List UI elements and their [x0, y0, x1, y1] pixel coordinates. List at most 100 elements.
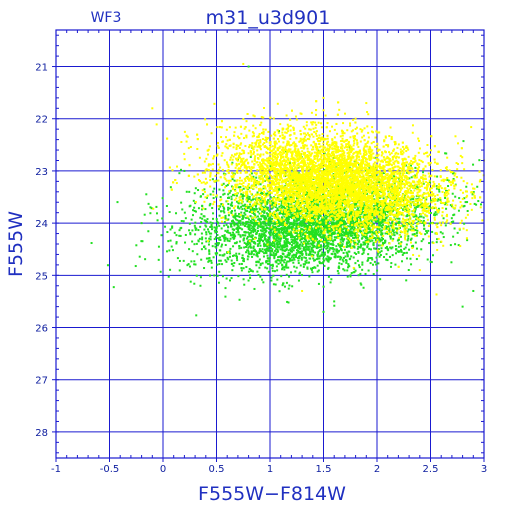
- data-point: [399, 245, 402, 248]
- data-point: [278, 212, 281, 215]
- data-point: [278, 237, 281, 240]
- data-point: [307, 224, 310, 227]
- data-point: [336, 269, 339, 272]
- data-point: [425, 207, 428, 210]
- data-point: [396, 232, 399, 235]
- data-point: [352, 245, 355, 248]
- data-point: [256, 215, 259, 218]
- data-point: [229, 237, 232, 240]
- data-point: [250, 239, 253, 242]
- data-point: [323, 234, 326, 237]
- data-point: [388, 255, 391, 258]
- data-point: [254, 236, 257, 239]
- data-point: [258, 266, 261, 269]
- data-point: [262, 222, 265, 225]
- data-point: [234, 218, 237, 221]
- data-point: [249, 245, 252, 248]
- data-point: [296, 232, 299, 235]
- data-point: [294, 244, 297, 247]
- data-point: [239, 227, 242, 230]
- data-point: [250, 222, 253, 225]
- data-point: [280, 222, 283, 225]
- data-point: [263, 238, 266, 241]
- data-point: [306, 242, 309, 245]
- data-point: [423, 224, 426, 227]
- data-point: [273, 242, 276, 245]
- data-point: [189, 233, 192, 236]
- data-point: [332, 156, 335, 159]
- data-point: [361, 236, 364, 239]
- data-point: [321, 251, 324, 254]
- data-point: [271, 263, 274, 266]
- data-point: [226, 183, 229, 186]
- data-point: [424, 233, 427, 236]
- data-point: [288, 259, 291, 262]
- data-point: [415, 225, 418, 228]
- data-point: [190, 260, 193, 263]
- data-point: [246, 237, 249, 240]
- data-point: [262, 225, 265, 228]
- data-point: [273, 222, 276, 225]
- data-point: [322, 221, 325, 224]
- data-point: [197, 240, 200, 243]
- data-point: [286, 228, 289, 231]
- data-point: [193, 206, 196, 209]
- data-point: [272, 254, 275, 257]
- data-point: [441, 232, 444, 235]
- data-point: [287, 203, 290, 206]
- data-point: [392, 195, 395, 198]
- data-point: [288, 284, 291, 287]
- data-point: [267, 217, 270, 220]
- data-point: [281, 264, 284, 267]
- data-point: [258, 233, 261, 236]
- data-point: [369, 257, 372, 260]
- data-point: [299, 243, 302, 246]
- data-point: [240, 205, 243, 208]
- data-point: [350, 232, 353, 235]
- data-point: [256, 227, 259, 230]
- data-point: [347, 232, 350, 235]
- data-point: [416, 186, 419, 189]
- data-point: [389, 235, 392, 238]
- data-point: [211, 222, 214, 225]
- data-point: [298, 235, 301, 238]
- data-point: [380, 225, 383, 228]
- data-point: [308, 236, 311, 239]
- data-point: [342, 221, 345, 224]
- data-point: [377, 238, 380, 241]
- data-point: [262, 234, 265, 237]
- data-point: [283, 215, 286, 218]
- data-point: [429, 212, 432, 215]
- data-point: [222, 254, 225, 257]
- data-point: [283, 227, 286, 230]
- data-point: [330, 278, 333, 281]
- data-point: [203, 188, 206, 191]
- data-point: [299, 271, 302, 274]
- data-point: [283, 241, 286, 244]
- data-point: [309, 230, 312, 233]
- data-point: [283, 266, 286, 269]
- data-point: [188, 248, 191, 251]
- data-point: [178, 269, 181, 272]
- data-point: [258, 217, 261, 220]
- data-point: [306, 191, 309, 194]
- data-point: [277, 209, 280, 212]
- data-point: [218, 188, 221, 191]
- data-point: [253, 248, 256, 251]
- data-point: [208, 232, 211, 235]
- data-point: [303, 248, 306, 251]
- data-point: [275, 209, 278, 212]
- data-point: [316, 253, 319, 256]
- data-point: [324, 245, 327, 248]
- data-point: [230, 198, 233, 201]
- data-point: [450, 221, 453, 224]
- data-point: [242, 221, 245, 224]
- data-point: [272, 222, 275, 225]
- data-point: [407, 235, 410, 238]
- data-point: [359, 218, 362, 221]
- data-point: [305, 259, 308, 262]
- data-point: [273, 227, 276, 230]
- data-point: [318, 200, 321, 203]
- data-point: [267, 221, 270, 224]
- data-point: [250, 252, 253, 255]
